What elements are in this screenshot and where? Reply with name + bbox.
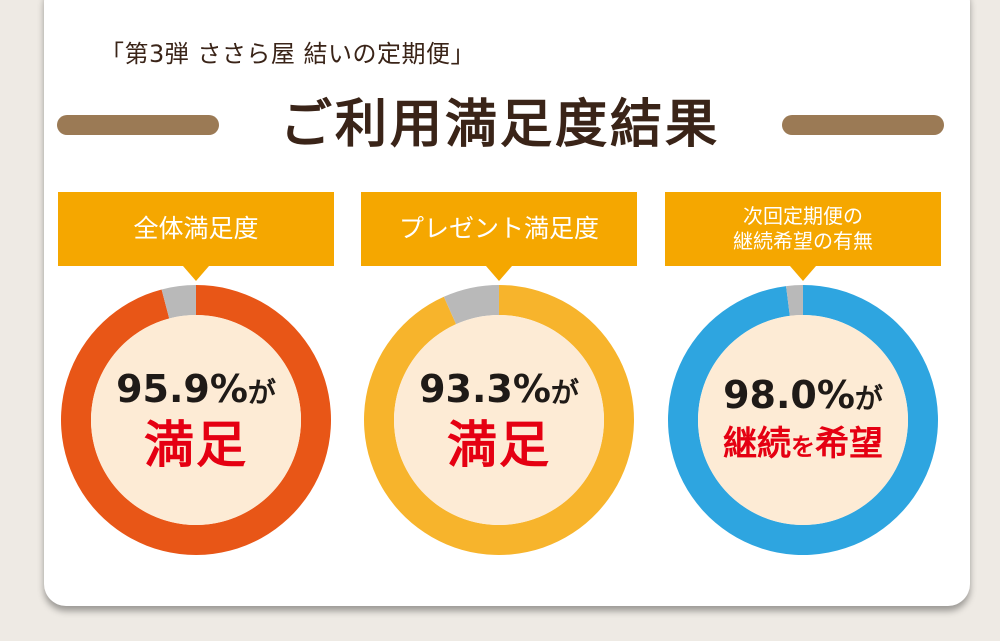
chart-label-box: プレゼント満足度 (361, 192, 637, 266)
verdict-text: 満足 (144, 416, 248, 474)
donut-center (698, 315, 908, 525)
satisfaction-chart-overall: 全体満足度 95.9%が 満足 (58, 192, 334, 555)
donut-center (91, 315, 301, 525)
verdict-text: 継続を希望 (723, 423, 883, 464)
chart-label: プレゼント満足度 (398, 214, 599, 243)
donut-center (394, 315, 604, 525)
chart-label: 全体満足度 (133, 214, 259, 243)
page-title: ご利用満足度結果 (279, 95, 720, 155)
donut-segment-remainder (443, 285, 499, 325)
chart-label: 次回定期便の 継続希望の有無 (733, 204, 873, 253)
percent-value: 95.9%が (116, 367, 276, 411)
donut-segment-remainder (786, 285, 803, 316)
title-rule-right (782, 115, 944, 135)
donut-chart (364, 285, 634, 555)
campaign-subtitle: 「第3弾 ささら屋 結いの定期便」 (100, 40, 476, 68)
chart-label-box: 全体満足度 (58, 192, 334, 266)
percent-value: 98.0%が (723, 372, 883, 417)
continuation-chart: 次回定期便の 継続希望の有無 98.0%が 継続を希望 (665, 192, 941, 555)
label-pointer (790, 266, 816, 281)
chart-label-box: 次回定期便の 継続希望の有無 (665, 192, 941, 266)
center-text: 98.0%が 継続を希望 (668, 285, 938, 555)
satisfaction-chart-present: プレゼント満足度 93.3%が 満足 (361, 192, 637, 555)
donut-chart (668, 285, 938, 555)
label-pointer (486, 266, 512, 281)
center-text: 93.3%が 満足 (364, 285, 634, 555)
percent-value: 93.3%が (419, 367, 579, 411)
donut-segment-remainder (161, 285, 196, 319)
title-rule-left (57, 115, 219, 135)
center-text: 95.9%が 満足 (61, 285, 331, 555)
verdict-text: 満足 (447, 416, 551, 474)
donut-chart (61, 285, 331, 555)
label-pointer (183, 266, 209, 281)
